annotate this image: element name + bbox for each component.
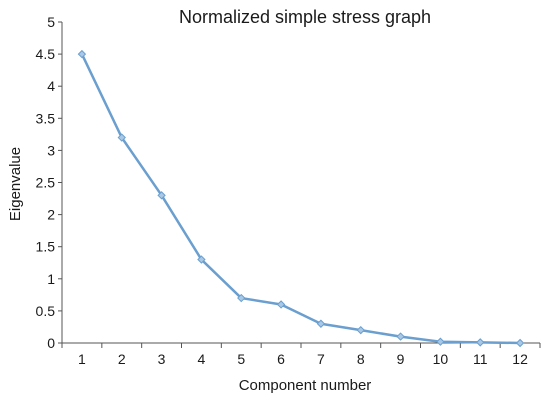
y-tick-label: 0.5	[36, 303, 56, 319]
y-tick-label: 3.5	[36, 110, 56, 126]
x-tick-label: 11	[473, 351, 488, 367]
data-point	[356, 325, 365, 335]
data-point	[515, 338, 525, 348]
x-tick-label: 6	[277, 351, 285, 367]
tick-labels: 00.511.522.533.544.551 2 3 4 5 6 7 8 9 10 11 12	[36, 14, 529, 367]
y-tick-label: 2.5	[36, 175, 56, 191]
y-tick-label: 4	[47, 78, 55, 94]
data-point	[276, 300, 286, 309]
y-tick-label: 1	[47, 271, 55, 287]
x-tick-label: 9	[397, 351, 405, 367]
data-point	[117, 133, 126, 142]
x-tick-label: 8	[357, 351, 365, 367]
y-axis-title: Eigenvalue	[7, 147, 24, 221]
y-tick-label: 3	[47, 142, 55, 158]
data-point	[77, 49, 87, 59]
series-line	[80, 53, 521, 345]
y-tick-label: 2	[47, 207, 55, 223]
x-tick-label: 3	[158, 351, 166, 367]
data-point	[197, 255, 206, 264]
data-point	[436, 337, 445, 346]
x-tick-label: 2	[118, 351, 126, 367]
x-tick-label: 7	[317, 351, 325, 367]
y-tick-label: 0	[47, 335, 55, 351]
x-tick-label: 10	[433, 351, 449, 367]
x-tick-label: 12	[512, 351, 528, 367]
y-tick-label: 1.5	[36, 239, 56, 255]
data-point	[476, 338, 485, 347]
x-tick-label: 1	[78, 351, 86, 367]
axes	[58, 21, 541, 348]
x-tick-label: 5	[237, 351, 245, 367]
data-point	[157, 191, 166, 200]
data-point	[396, 332, 405, 341]
data-point	[237, 293, 246, 303]
chart-title: Normalized simple stress graph	[179, 7, 431, 27]
y-tick-label: 4.5	[36, 46, 56, 62]
data-series	[77, 49, 525, 348]
x-tick-label: 4	[198, 351, 206, 367]
x-axis-title: Component number	[239, 377, 372, 394]
data-point	[316, 319, 326, 328]
y-tick-label: 5	[47, 14, 55, 30]
